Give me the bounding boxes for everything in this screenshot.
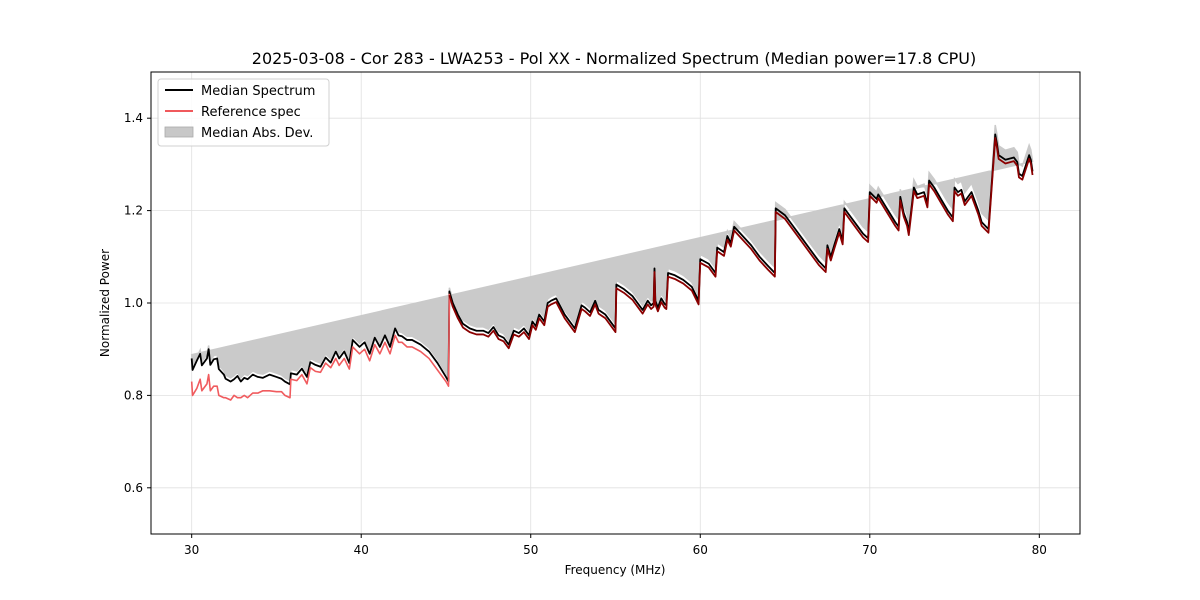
y-tick-label: 0.8 [124,388,143,402]
y-axis-label: Normalized Power [98,249,112,357]
y-tick-label: 0.6 [124,481,143,495]
x-axis: 30 40 50 60 70 80 [184,534,1047,557]
reference-spec-line [190,293,451,401]
x-axis-label: Frequency (MHz) [565,563,666,577]
reference-spec-line-overlap [448,137,1034,350]
x-tick-label: 70 [862,543,877,557]
median-spectrum-line [190,133,1034,386]
legend-swatch-mad [164,126,194,138]
legend: Median Spectrum Reference spec Median Abs.… [157,78,330,147]
x-tick-label: 80 [1032,543,1047,557]
legend-label: Median Abs. Dev. [201,126,313,141]
x-tick-label: 50 [523,543,538,557]
x-tick-label: 30 [184,543,199,557]
legend-label: Reference spec [201,105,301,120]
y-tick-label: 1.0 [124,296,143,310]
x-tick-label: 40 [354,543,369,557]
series-lines [190,133,1034,401]
x-tick-label: 60 [693,543,708,557]
y-tick-label: 1.2 [124,204,143,218]
legend-label: Median Spectrum [201,84,315,99]
y-axis: 0.6 0.8 1.0 1.2 1.4 [124,111,151,495]
legend-box [157,78,330,147]
y-tick-label: 1.4 [124,111,143,125]
chart-title: 2025-03-08 - Cor 283 - LWA253 - Pol XX -… [252,49,976,68]
